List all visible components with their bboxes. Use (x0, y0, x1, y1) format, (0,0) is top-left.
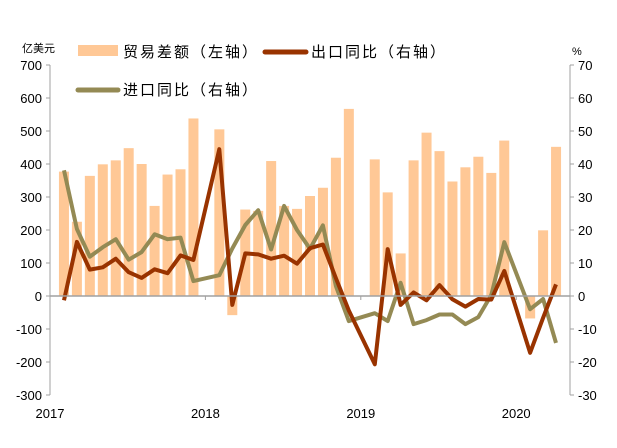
bar-2019-09 (460, 167, 471, 296)
bar-2017-07 (123, 148, 134, 296)
legend-label-export: 出口同比（右轴） (311, 44, 447, 61)
legend: 贸易差额（左轴） 出口同比（右轴） 进口同比（右轴） (75, 44, 447, 99)
left-tick-label: 400 (20, 157, 42, 172)
right-axis-unit: % (572, 46, 582, 58)
right-tick-label: 40 (578, 157, 592, 172)
right-tick-label: -20 (578, 355, 597, 370)
bar-2018-12 (343, 108, 354, 296)
bar-2017-08 (136, 164, 147, 296)
left-tick-label: 500 (20, 124, 42, 139)
left-tick-label: 0 (35, 289, 42, 304)
bar-series (58, 108, 562, 319)
bar-2017-12 (188, 118, 199, 297)
bar-2017-02 (58, 171, 69, 296)
x-tick-label: 2019 (346, 406, 375, 421)
import-yoy-line (62, 169, 558, 344)
bar-2017-03 (71, 221, 82, 296)
bar-2018-08 (292, 208, 303, 296)
left-tick-label: 300 (20, 190, 42, 205)
bar-2018-06 (266, 161, 277, 296)
right-tick-label: -10 (578, 322, 597, 337)
left-tick-label: -200 (16, 355, 42, 370)
right-tick-label: 20 (578, 223, 592, 238)
x-tick-label: 2017 (36, 406, 65, 421)
bar-2019-03 (382, 192, 393, 296)
bar-2018-11 (330, 157, 341, 296)
left-tick-label: 600 (20, 91, 42, 106)
bar-2019-10 (473, 156, 484, 296)
bar-2017-05 (97, 164, 108, 296)
bar-2019-02 (369, 159, 380, 296)
bar-2019-07 (434, 151, 445, 296)
left-tick-label: 100 (20, 256, 42, 271)
export-yoy-line (62, 147, 558, 367)
bar-2019-12 (499, 140, 510, 296)
bar-2017-10 (162, 174, 173, 296)
x-tick-label: 2020 (502, 406, 531, 421)
right-tick-label: 60 (578, 91, 592, 106)
legend-label-import: 进口同比（右轴） (123, 82, 259, 99)
left-tick-label: -100 (16, 322, 42, 337)
left-axis-unit: 亿美元 (22, 42, 55, 55)
bar-2017-09 (149, 205, 160, 296)
right-tick-label: 70 (578, 58, 592, 73)
right-tick-label: 10 (578, 256, 592, 271)
legend-label-trade-balance: 贸易差额（左轴） (123, 44, 259, 61)
bar-2020-04 (551, 146, 562, 296)
bar-2019-06 (421, 132, 432, 296)
left-tick-label: -300 (16, 388, 42, 403)
bar-2019-08 (447, 181, 458, 296)
right-tick-label: 30 (578, 190, 592, 205)
bar-2019-11 (486, 172, 497, 296)
axes: 7006005004003002001000-100-200-300706050… (16, 58, 597, 421)
right-tick-label: 0 (578, 289, 585, 304)
bar-2017-06 (110, 160, 121, 296)
left-tick-label: 700 (20, 58, 42, 73)
bar-2018-10 (317, 187, 328, 296)
legend-swatch-trade-balance (78, 45, 118, 56)
x-tick-label: 2018 (191, 406, 220, 421)
bar-2017-04 (84, 175, 95, 296)
bar-2018-02 (214, 129, 225, 296)
bar-2019-05 (408, 160, 419, 296)
bar-2018-07 (279, 205, 290, 296)
right-tick-label: 50 (578, 124, 592, 139)
bar-2019-04 (395, 253, 406, 296)
bar-2020-03 (538, 230, 549, 296)
left-tick-label: 200 (20, 223, 42, 238)
line-series (62, 147, 558, 367)
right-tick-label: -30 (578, 388, 597, 403)
bar-2017-11 (175, 169, 186, 296)
